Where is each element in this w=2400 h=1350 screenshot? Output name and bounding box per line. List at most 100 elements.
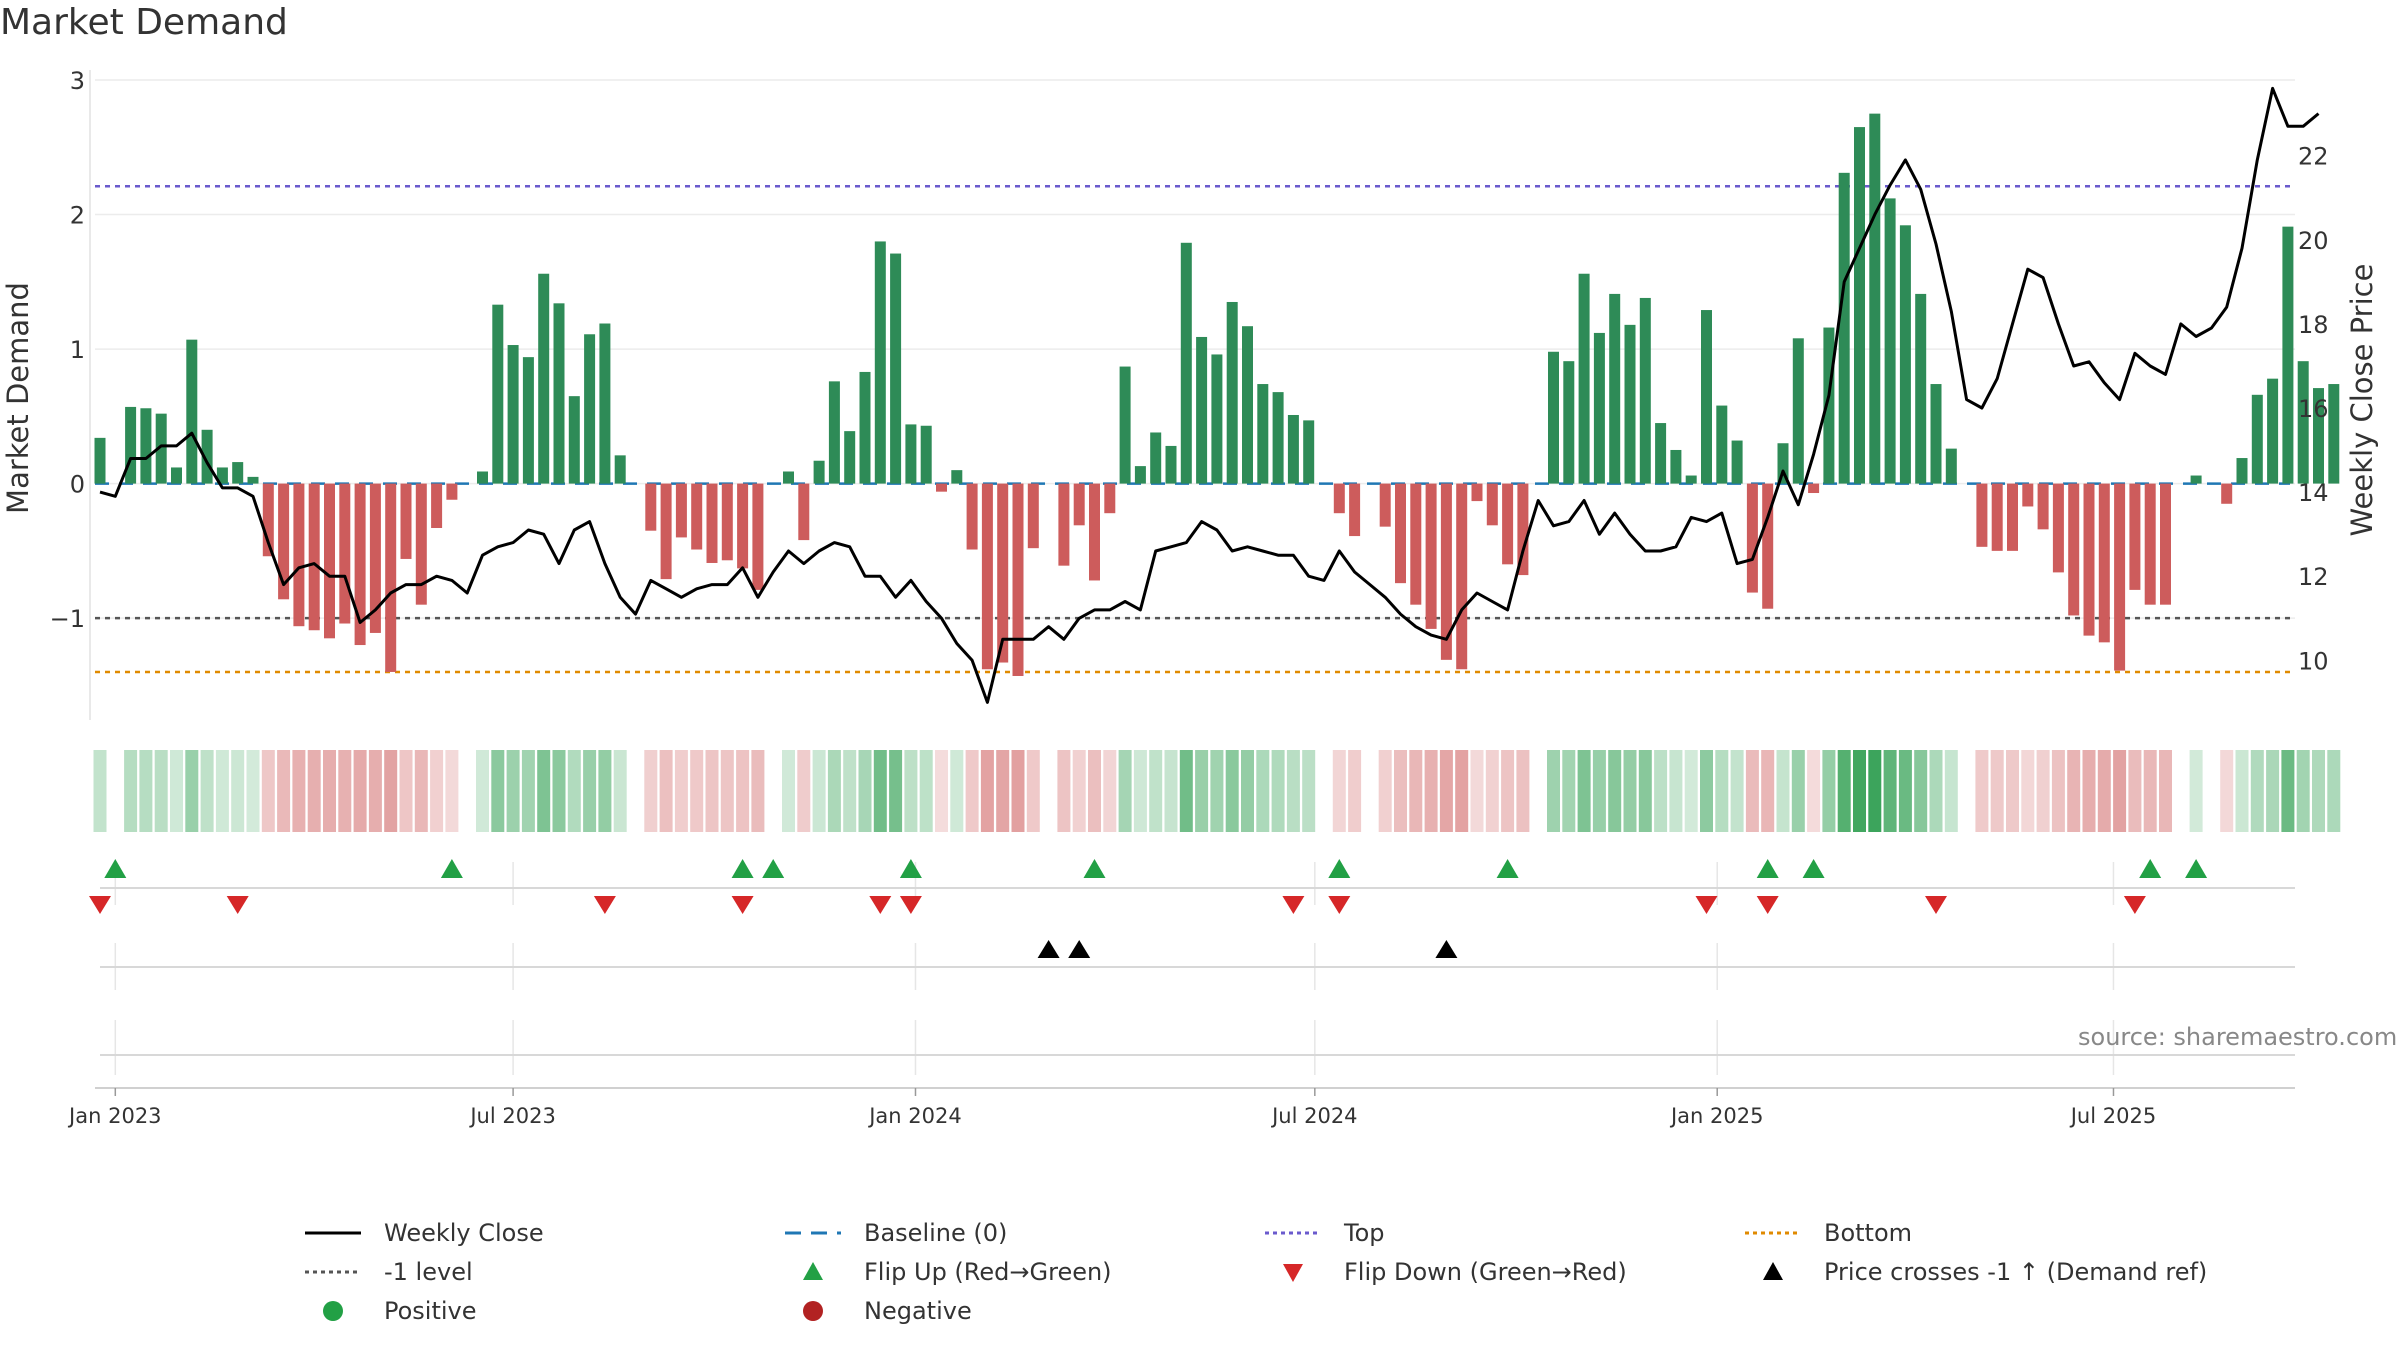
demand-bar-negative: [706, 483, 718, 563]
heat-cell: [2159, 750, 2172, 832]
demand-bar-negative: [1333, 483, 1345, 514]
heat-cell: [644, 750, 658, 832]
demand-bar-negative: [660, 483, 672, 580]
x-tick-label: Jan 2024: [867, 1104, 962, 1128]
heat-cell: [705, 750, 719, 832]
source-label: source: sharemaestro.com: [2078, 1023, 2398, 1051]
heat-cell: [2021, 750, 2035, 832]
heat-cell: [1332, 750, 1346, 832]
heat-cell: [736, 750, 750, 832]
demand-bar-positive: [171, 467, 182, 484]
y2-tick-label: 18: [2298, 311, 2329, 339]
heat-cell: [1501, 750, 1515, 832]
demand-bar-positive: [584, 334, 596, 484]
demand-bar-positive: [783, 471, 794, 484]
heat-cell: [2296, 750, 2310, 832]
demand-bar-positive: [232, 462, 244, 484]
heat-cell: [1684, 750, 1698, 832]
demand-bar-positive: [247, 476, 259, 484]
heat-cell: [797, 750, 811, 832]
heat-cell: [261, 750, 275, 832]
demand-bar-positive: [2297, 361, 2309, 484]
heat-cell: [353, 750, 367, 832]
heat-cell: [2281, 750, 2295, 832]
demand-bar-negative: [645, 483, 657, 531]
demand-bar-positive: [492, 304, 504, 484]
demand-bar-positive: [1639, 297, 1651, 484]
heat-cell: [506, 750, 520, 832]
flip-up-marker: [1802, 859, 1825, 878]
demand-bar-positive: [1823, 327, 1835, 484]
demand-bar-positive: [1869, 113, 1881, 484]
demand-bar-positive: [1701, 310, 1712, 484]
demand-bar-negative: [324, 483, 335, 639]
heat-cell: [1439, 750, 1453, 832]
heat-cell: [873, 750, 887, 832]
heat-cell: [751, 750, 765, 832]
demand-bar-positive: [1119, 366, 1131, 484]
heat-cell: [2143, 750, 2157, 832]
demand-bar-positive: [2328, 384, 2340, 484]
heat-cell: [1745, 750, 1759, 832]
heat-cell: [552, 750, 566, 832]
legend-label-positive: Positive: [384, 1297, 477, 1325]
heat-cell: [1898, 750, 1912, 832]
demand-bar-positive: [1670, 449, 1682, 484]
heat-cell: [460, 750, 474, 832]
heat-cell: [2174, 750, 2188, 832]
heat-cell: [231, 750, 245, 832]
demand-bar-positive: [1655, 423, 1667, 484]
demand-bar-positive: [2267, 378, 2279, 484]
heat-cell: [1516, 750, 1530, 832]
demand-bar-positive: [1716, 405, 1728, 484]
y2-tick-label: 12: [2298, 563, 2329, 591]
demand-bar-positive: [1226, 301, 1238, 484]
heat-cell: [445, 750, 459, 832]
demand-bar-negative: [1058, 483, 1070, 566]
heat-cell: [1286, 750, 1300, 832]
legend-item-baseline: Baseline (0): [780, 1218, 1007, 1248]
heat-cell: [1256, 750, 1270, 832]
demand-bar-positive: [614, 455, 626, 484]
legend-label-bottom: Bottom: [1824, 1219, 1913, 1247]
demand-bar-positive: [568, 396, 580, 484]
heat-cell: [1562, 750, 1576, 832]
demand-bar-negative: [1012, 483, 1024, 676]
heat-cell: [1837, 750, 1851, 832]
demand-bar-positive: [155, 413, 167, 484]
demand-bar-positive: [890, 253, 902, 484]
demand-bar-positive: [599, 323, 611, 484]
x-tick-label: Jan 2023: [67, 1104, 162, 1128]
heat-cell: [674, 750, 688, 832]
demand-bar-negative: [1991, 483, 2003, 551]
demand-bar-positive: [951, 470, 963, 484]
heat-cell: [2204, 750, 2218, 832]
flip-up-marker: [762, 859, 785, 878]
axes: Jan 2023 Jul 2023 Jan 2024 Jul 2024 Jan 2025…: [1, 67, 2379, 1128]
x-tick-label: Jul 2024: [1270, 1104, 1357, 1128]
legend-label-price-cross: Price crosses -1 ↑ (Demand ref): [1824, 1258, 2208, 1286]
heat-cell: [1592, 750, 1606, 832]
demand-bar-positive: [125, 406, 137, 484]
heat-cell: [2235, 750, 2249, 832]
demand-bar-negative: [1808, 483, 1820, 494]
heat-cell: [399, 750, 413, 832]
legend-label-level: -1 level: [384, 1258, 473, 1286]
demand-bar-negative: [2037, 483, 2049, 530]
demand-bar-negative: [675, 483, 687, 538]
heat-cell: [476, 750, 489, 832]
legend-item-flip-down: Flip Down (Green→Red): [1260, 1257, 1627, 1287]
demand-bar-negative: [1762, 483, 1774, 609]
flip-down-marker: [1925, 896, 1947, 914]
heat-cell: [2082, 750, 2096, 832]
demand-bar-negative: [1746, 483, 1758, 593]
demand-bar-positive: [507, 345, 519, 484]
demand-bar-negative: [354, 483, 366, 646]
heat-cell: [124, 750, 138, 832]
heat-cell: [1317, 750, 1331, 832]
demand-bar-positive: [94, 437, 106, 484]
price-cross-marker: [1068, 940, 1091, 958]
demand-bar-positive: [1838, 172, 1850, 484]
y-tick-label: 3: [70, 67, 85, 95]
heat-cell: [2220, 750, 2234, 832]
